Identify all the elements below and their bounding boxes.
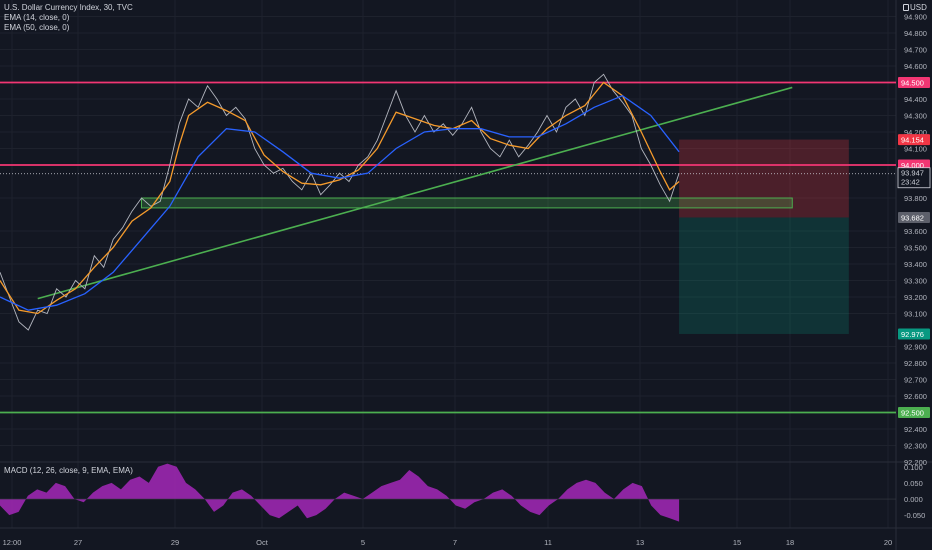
time-tick-label: 27 bbox=[74, 538, 82, 547]
price-tick-label: 93.100 bbox=[904, 310, 927, 319]
price-tick-label: 92.300 bbox=[904, 442, 927, 451]
macd-histogram bbox=[0, 463, 680, 522]
price-line bbox=[0, 73, 680, 331]
time-tick-label: 11 bbox=[544, 538, 552, 547]
last-price-countdown: 23:42 bbox=[901, 178, 920, 187]
price-tick-label: 94.700 bbox=[904, 46, 927, 55]
level-badge: 94.000 bbox=[901, 161, 924, 170]
take-profit-zone bbox=[679, 217, 849, 334]
stop-loss-zone bbox=[679, 139, 849, 218]
price-tick-label: 93.800 bbox=[904, 194, 927, 203]
price-tick-label: 93.400 bbox=[904, 260, 927, 269]
currency-label[interactable]: USD bbox=[903, 3, 927, 12]
price-tick-label: 94.600 bbox=[904, 62, 927, 71]
level-badge-bg bbox=[898, 407, 930, 418]
time-tick-label: 13 bbox=[636, 538, 644, 547]
macd-tick-label: 0.000 bbox=[904, 495, 923, 504]
price-tick-label: 93.500 bbox=[904, 244, 927, 253]
time-tick-label: 29 bbox=[171, 538, 179, 547]
stop-badge-bg bbox=[898, 134, 930, 146]
price-tick-label: 93.200 bbox=[904, 293, 927, 302]
lock-icon bbox=[903, 4, 909, 11]
price-tick-label: 92.600 bbox=[904, 392, 927, 401]
support-zone bbox=[140, 197, 793, 209]
time-tick-label: 5 bbox=[361, 538, 365, 547]
ema50-line bbox=[0, 94, 680, 311]
price-tick-label: 93.300 bbox=[904, 277, 927, 286]
time-tick-label: 18 bbox=[786, 538, 794, 547]
time-tick-label: 20 bbox=[884, 538, 892, 547]
stop-badge: 94.154 bbox=[901, 136, 924, 145]
ema50-legend[interactable]: EMA (50, close, 0) bbox=[4, 23, 70, 32]
price-tick-label: 94.200 bbox=[904, 128, 927, 137]
price-tick-label: 92.700 bbox=[904, 376, 927, 385]
entry-badge-bg bbox=[898, 211, 930, 223]
time-tick-label: 15 bbox=[733, 538, 741, 547]
price-tick-label: 92.200 bbox=[904, 458, 927, 467]
price-tick-label: 94.800 bbox=[904, 29, 927, 38]
time-tick-label: 7 bbox=[453, 538, 457, 547]
macd-tick-label: 0.050 bbox=[904, 479, 923, 488]
price-tick-label: 94.400 bbox=[904, 95, 927, 104]
macd-legend[interactable]: MACD (12, 26, close, 9, EMA, EMA) bbox=[4, 466, 133, 475]
last-price-badge bbox=[897, 167, 931, 189]
macd-tick-label: 0.100 bbox=[904, 463, 923, 472]
price-tick-label: 94.300 bbox=[904, 112, 927, 121]
target-badge: 92.976 bbox=[901, 330, 924, 339]
price-tick-label: 94.100 bbox=[904, 145, 927, 154]
trendline bbox=[37, 86, 793, 300]
last-price-label: 93.947 bbox=[901, 169, 924, 178]
level-badge-bg bbox=[898, 77, 930, 88]
price-tick-label: 92.900 bbox=[904, 343, 927, 352]
chart-legend: U.S. Dollar Currency Index, 30, TVC EMA … bbox=[4, 3, 133, 33]
price-tick-label: 92.400 bbox=[904, 425, 927, 434]
price-tick-label: 92.800 bbox=[904, 359, 927, 368]
level-badge: 92.500 bbox=[901, 409, 924, 418]
macd-tick-label: -0.050 bbox=[904, 511, 925, 520]
price-tick-label: 94.900 bbox=[904, 13, 927, 22]
time-tick-label: Oct bbox=[256, 538, 269, 547]
time-tick-label: 12:00 bbox=[3, 538, 22, 547]
entry-badge: 93.682 bbox=[901, 213, 924, 222]
target-badge-bg bbox=[898, 328, 930, 340]
ema14-legend[interactable]: EMA (14, close, 0) bbox=[4, 13, 70, 22]
price-tick-label: 93.600 bbox=[904, 227, 927, 236]
symbol-title[interactable]: U.S. Dollar Currency Index, 30, TVC bbox=[4, 3, 133, 12]
ema14-line bbox=[0, 81, 680, 315]
level-badge: 94.500 bbox=[901, 79, 924, 88]
